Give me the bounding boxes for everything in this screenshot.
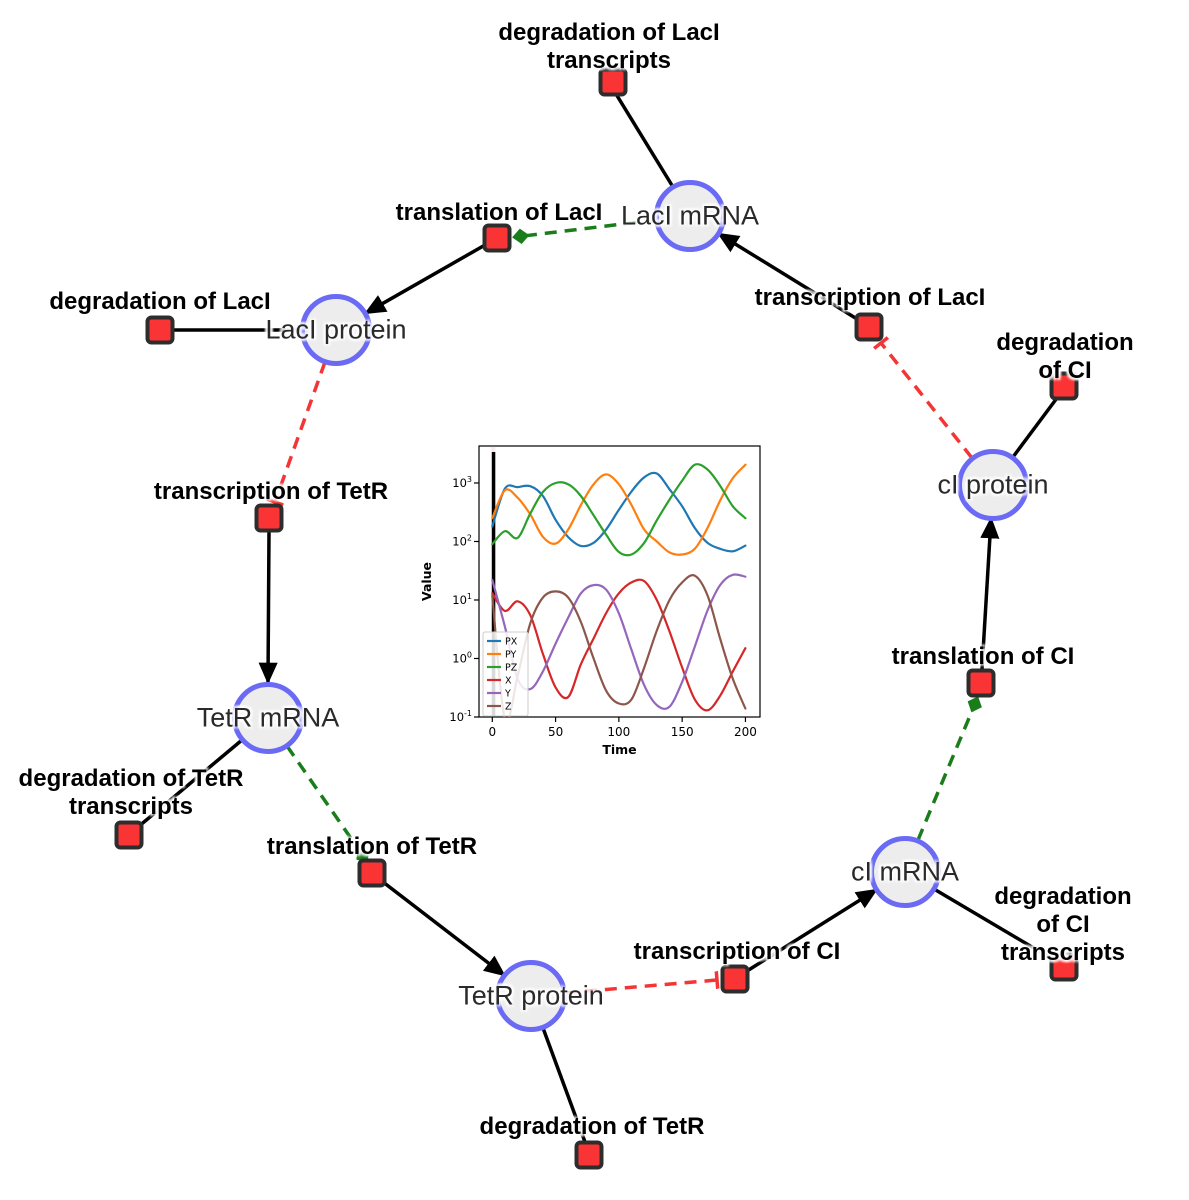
legend-label-X: X [505,676,512,687]
reaction-label-transcription-of-laci: transcription of LacI [754,284,986,311]
series-PZ [491,463,747,557]
reaction-label-translation-of-laci: translation of LacI [395,199,603,226]
reaction-label-transcription-of-tetr: transcription of TetR [153,478,389,505]
reaction-node-degradation-of-tetr-transcripts[interactable] [114,820,144,850]
legend-label-PX: PX [505,637,518,648]
y-tick-label: 101 [452,592,472,607]
species-node-laci-protein[interactable] [300,294,372,366]
series-X [491,578,747,712]
y-axis-label: Value [419,562,434,601]
reaction-label-degradation-of-laci: degradation of LacI [49,288,271,315]
reaction-node-degradation-of-ci[interactable] [1049,371,1079,401]
reaction-node-translation-of-tetr[interactable] [357,858,387,888]
legend-label-PZ: PZ [505,663,518,674]
edge-translation-of-laci-to-laci-protein [364,243,486,315]
reaction-node-degradation-of-ci-transcripts[interactable] [1049,952,1079,982]
species-node-tetr-protein[interactable] [495,960,567,1032]
species-node-ci-mrna[interactable] [869,836,941,908]
species-label-laci-protein: LacI protein [265,314,407,345]
chart-legend: PX PY PZ XYZ [482,631,529,717]
reaction-node-degradation-of-tetr[interactable] [574,1140,604,1170]
edge-laci-mrna-to-degradation-of-laci-transcripts [614,93,675,188]
edge-transcription-of-ci-to-ci-mrna [746,888,878,973]
edge-ci-mrna-to-degradation-of-ci-transcripts [933,887,1055,962]
edge-transcription-of-tetr-to-tetr-mrna [258,531,278,685]
x-tick-label: 0 [488,725,496,739]
edge-tetr-protein-inhibits-transcription-of-ci [564,980,717,995]
edge-tetr-mrna-to-degradation-of-tetr-transcripts [136,738,244,829]
reaction-label-degradation-of-ci: degradation of CI [996,329,1134,384]
reaction-node-transcription-of-ci[interactable] [720,964,750,994]
edge-tetr-protein-to-degradation-of-tetr [541,1027,587,1143]
x-tick-label: 200 [734,725,757,739]
plot-frame [478,445,761,718]
species-label-tetr-mrna: TetR mRNA [196,702,340,733]
y-tick-label: 10-1 [449,709,472,724]
legend-label-Z: Z [505,702,512,713]
reaction-node-translation-of-laci[interactable] [482,223,512,253]
species-label-ci-mrna: cI mRNA [851,856,959,887]
reaction-label-degradation-of-tetr-transcripts: degradation of TetR transcripts [18,765,244,820]
chart-series [491,446,747,717]
series-Z [491,574,747,717]
reaction-label-degradation-of-ci-transcripts: degradation of CI transcripts [994,883,1132,966]
y-tick-label: 103 [452,475,472,490]
reaction-node-degradation-of-laci[interactable] [145,315,175,345]
species-label-tetr-protein: TetR protein [458,980,604,1011]
series-Y [491,573,747,710]
x-tick-label: 150 [671,725,694,739]
reaction-node-transcription-of-tetr[interactable] [254,503,284,533]
legend-label-Y: Y [504,689,511,700]
edge-ci-protein-to-degradation-of-ci [1011,396,1059,459]
edge-transcription-of-laci-to-laci-mrna [717,232,858,321]
reaction-label-translation-of-tetr: translation of TetR [266,833,478,860]
species-label-ci-protein: cI protein [937,469,1049,500]
species-node-laci-mrna[interactable] [654,180,726,252]
edge-ci-protein-inhibits-transcription-of-laci [881,343,974,460]
reaction-node-transcription-of-laci[interactable] [854,312,884,342]
edge-tetr-mrna-to-translation-of-tetr [285,745,370,863]
species-node-tetr-mrna[interactable] [232,682,304,754]
y-tick-label: 102 [452,533,472,548]
edge-laci-mrna-to-translation-of-laci [512,218,657,244]
edge-laci-protein-inhibits-transcription-of-tetr [275,361,327,502]
series-PX [491,471,747,553]
x-tick-label: 50 [548,725,563,739]
edge-translation-of-tetr-to-tetr-protein [381,880,506,977]
species-label-laci-mrna: LacI mRNA [620,200,760,231]
series-PY [491,463,747,556]
x-axis-label: Time [602,742,636,757]
y-tick-label: 100 [452,650,472,665]
edge-translation-of-ci-to-ci-protein [980,516,1000,670]
species-node-ci-protein[interactable] [957,449,1029,521]
reaction-node-degradation-of-laci-transcripts[interactable] [598,67,628,97]
reaction-node-translation-of-ci[interactable] [966,668,996,698]
simulation-plot: 0 50 100 150 200 10-1 100 101 102 103 Time Value PX… [415,430,780,770]
reaction-label-transcription-of-ci: transcription of CI [633,938,841,965]
edge-ci-mrna-to-translation-of-ci [916,696,982,841]
legend-label-PY: PY [505,650,517,661]
x-tick-label: 100 [607,725,630,739]
reaction-label-degradation-of-tetr: degradation of TetR [479,1113,705,1140]
reaction-label-degradation-of-laci-transcripts: degradation of LacI transcripts [498,19,720,74]
reaction-label-translation-of-ci: translation of CI [891,643,1075,670]
